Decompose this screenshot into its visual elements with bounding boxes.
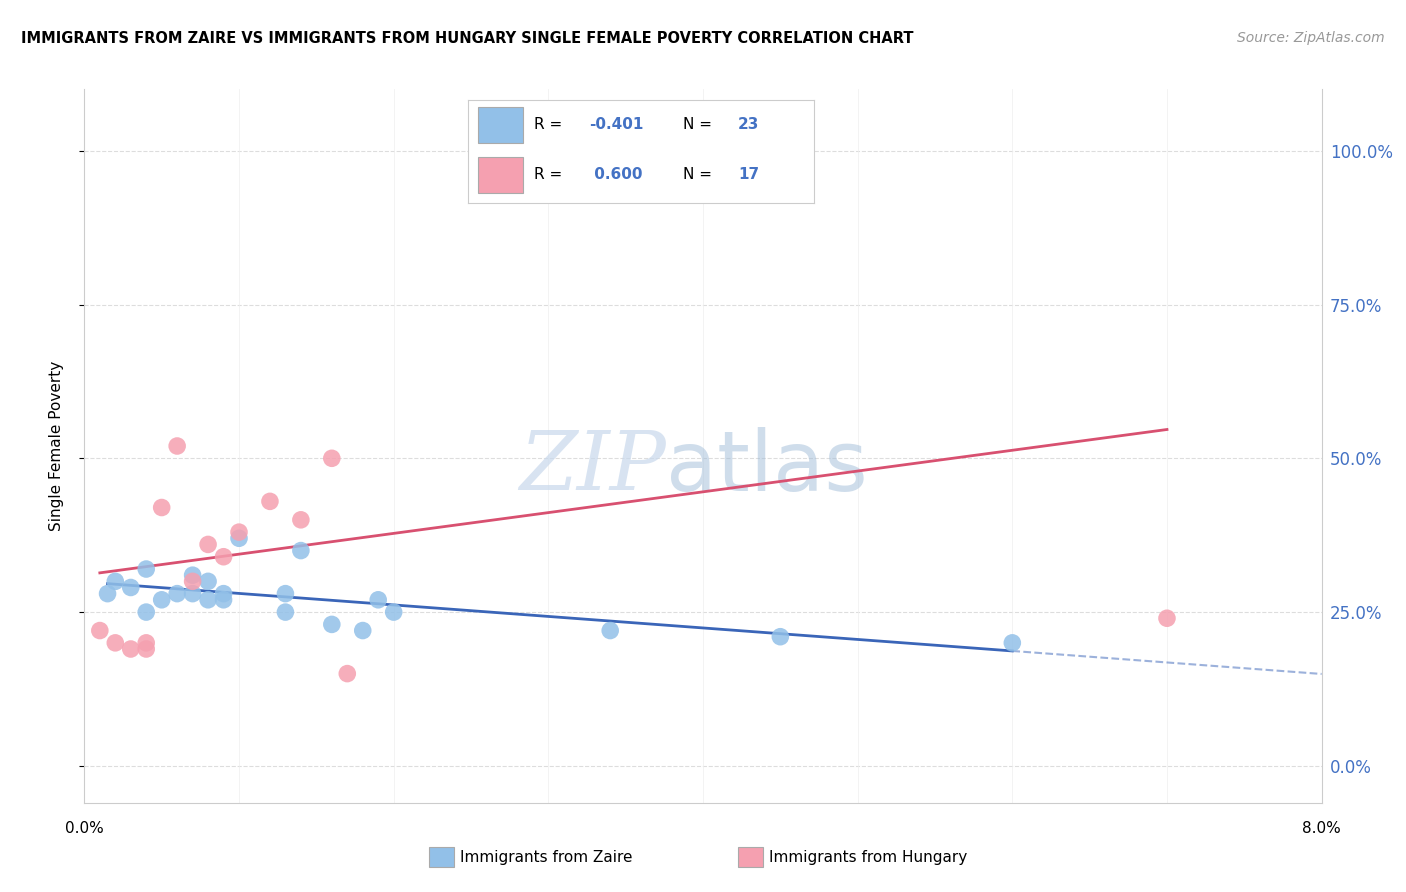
- Point: [212, 592, 235, 607]
- Point: [181, 587, 204, 601]
- Point: [599, 624, 621, 638]
- Point: [197, 592, 219, 607]
- Point: [120, 581, 142, 595]
- Point: [135, 562, 157, 576]
- Point: [120, 642, 142, 657]
- Text: Immigrants from Hungary: Immigrants from Hungary: [769, 850, 967, 864]
- Point: [135, 642, 157, 657]
- Point: [352, 624, 374, 638]
- Point: [166, 439, 188, 453]
- Point: [135, 636, 157, 650]
- Text: Source: ZipAtlas.com: Source: ZipAtlas.com: [1237, 31, 1385, 45]
- Y-axis label: Single Female Poverty: Single Female Poverty: [49, 361, 63, 531]
- Text: ZIP: ZIP: [519, 427, 666, 508]
- Point: [336, 666, 359, 681]
- Point: [1001, 636, 1024, 650]
- Text: atlas: atlas: [666, 427, 868, 508]
- Point: [228, 531, 250, 545]
- Point: [166, 587, 188, 601]
- Point: [274, 587, 297, 601]
- Point: [290, 543, 312, 558]
- Text: Immigrants from Zaire: Immigrants from Zaire: [460, 850, 633, 864]
- Point: [290, 513, 312, 527]
- Point: [181, 568, 204, 582]
- Point: [321, 617, 343, 632]
- Point: [104, 574, 127, 589]
- Point: [96, 587, 120, 601]
- Point: [259, 494, 281, 508]
- Point: [367, 592, 389, 607]
- Point: [321, 451, 343, 466]
- Point: [769, 630, 792, 644]
- Point: [228, 525, 250, 540]
- Point: [661, 144, 683, 158]
- Text: 0.0%: 0.0%: [65, 822, 104, 837]
- Point: [274, 605, 297, 619]
- Point: [197, 574, 219, 589]
- Point: [181, 574, 204, 589]
- Point: [212, 549, 235, 564]
- Point: [89, 624, 111, 638]
- Text: 8.0%: 8.0%: [1302, 822, 1341, 837]
- Point: [135, 605, 157, 619]
- Point: [104, 636, 127, 650]
- Point: [197, 537, 219, 551]
- Point: [1156, 611, 1178, 625]
- Text: IMMIGRANTS FROM ZAIRE VS IMMIGRANTS FROM HUNGARY SINGLE FEMALE POVERTY CORRELATI: IMMIGRANTS FROM ZAIRE VS IMMIGRANTS FROM…: [21, 31, 914, 46]
- Point: [150, 592, 173, 607]
- Point: [150, 500, 173, 515]
- Point: [382, 605, 405, 619]
- Point: [212, 587, 235, 601]
